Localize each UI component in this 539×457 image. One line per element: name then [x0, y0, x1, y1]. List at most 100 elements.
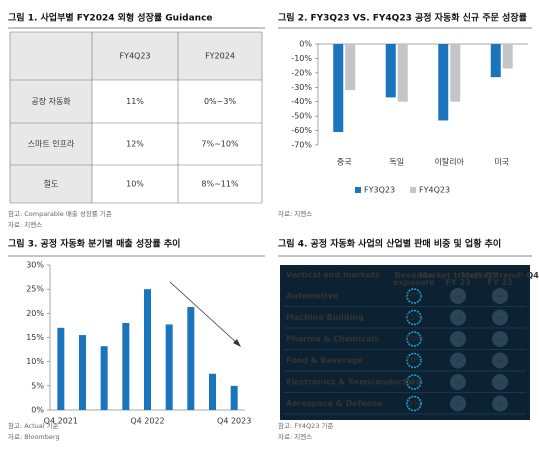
- trend-bg: [492, 352, 508, 369]
- y-tick-label: 30%: [26, 261, 44, 270]
- trend: →: [455, 292, 462, 301]
- y-tick-label: 0%: [31, 406, 44, 415]
- trend-bg: [450, 374, 466, 390]
- bar: [333, 44, 344, 133]
- bar: [122, 323, 130, 410]
- note: 자료: 지멘스: [278, 432, 312, 441]
- figure-title: 그림 4. 공정 자동화 사업의 산업별 판매 비중 및 업황 추이: [278, 238, 501, 250]
- bar: [230, 385, 238, 410]
- exposure: 10%: [405, 335, 423, 344]
- bar: [57, 327, 65, 410]
- note: 자료: 지멘스: [278, 209, 312, 218]
- y-tick-label: -10%: [291, 54, 312, 63]
- cell: 12%: [126, 140, 144, 149]
- y-tick-label: 15%: [26, 333, 44, 342]
- exposure: 10%: [405, 356, 423, 365]
- exposure: 20%: [405, 292, 423, 301]
- market-name: Pharma & Chemicals: [286, 335, 379, 344]
- x-tick-label: Q4 2023: [217, 417, 251, 426]
- column-header: Revenue exposure: [393, 271, 435, 287]
- y-tick-label: 5%: [31, 381, 44, 390]
- exposure-ring: [406, 352, 422, 369]
- trend-arrow: [169, 281, 239, 345]
- bar: [450, 44, 461, 102]
- trend-bg: [450, 352, 466, 369]
- bar: [438, 44, 449, 121]
- market-name: Food & Beverage: [286, 356, 364, 365]
- bar: [397, 44, 408, 102]
- trend: ↗: [455, 400, 462, 409]
- y-tick-label: 10%: [26, 357, 44, 366]
- chart-title: 그림 3. 공정 자동화 분기별 매출 성장률 추이: [8, 238, 180, 250]
- y-tick-label: 25%: [26, 285, 44, 294]
- chart-title: 그림 2. FY3Q23 VS. FY4Q23 공정 자동화 신규 주문 성장률: [278, 12, 527, 24]
- trend-bg: [450, 288, 466, 304]
- trend-bg: [450, 309, 466, 326]
- bar: [385, 44, 396, 98]
- market-name: Aerospace & Defense: [286, 399, 383, 408]
- trend-bg: [450, 331, 466, 347]
- cell: 11%: [126, 97, 144, 106]
- column-header: Market trend¹ Q3 FY 23: [419, 271, 497, 287]
- y-tick-label: 20%: [26, 309, 44, 318]
- trend: →: [497, 378, 504, 387]
- legend-label: FY3Q23: [364, 186, 395, 195]
- y-tick-label: -70%: [291, 141, 312, 150]
- note: 참고: FY4Q23 기준: [278, 421, 333, 430]
- y-tick-label: -50%: [291, 112, 312, 121]
- market-name: Automotive: [286, 292, 339, 301]
- trend-bg: [492, 374, 508, 390]
- trend: →: [455, 378, 462, 387]
- column-header: Vertical end markets: [286, 271, 380, 280]
- x-tick-label: Q4 2021: [44, 417, 78, 426]
- trend: ↗: [497, 400, 504, 409]
- x-tick-label: 이탈리아: [435, 157, 465, 167]
- exposure: 10%: [405, 378, 423, 387]
- exposure-ring: [406, 309, 422, 326]
- header-bg: [10, 32, 262, 80]
- legend-swatch: [410, 187, 416, 193]
- x-tick-label: Q4 2022: [130, 417, 164, 426]
- note: 참고: Comparable 매출 성장률 기준: [8, 209, 112, 218]
- note: 자료: Bloomberg: [8, 432, 60, 441]
- y-tick-label: -30%: [291, 83, 312, 92]
- trend-bg: [450, 395, 466, 412]
- cell: 10%: [126, 180, 144, 189]
- rowhead-bg: [10, 80, 92, 203]
- y-tick-label: -60%: [291, 126, 312, 135]
- note: 자료: 지멘스: [8, 220, 42, 229]
- y-tick-label: -40%: [291, 97, 312, 106]
- note: 참고: Actual 기준: [8, 421, 59, 430]
- x-tick-label: 독일: [389, 158, 404, 167]
- exposure: 15%: [405, 313, 423, 322]
- bar: [187, 307, 195, 410]
- column-header: FY4Q23: [119, 52, 150, 61]
- bar: [345, 44, 356, 91]
- market-name: Electronics & Semiconductors: [286, 378, 421, 387]
- cell: 철도: [44, 179, 59, 189]
- trend-bg: [492, 395, 508, 412]
- trend: →: [455, 335, 462, 344]
- x-tick-label: 미국: [494, 158, 509, 167]
- trend-bg: [492, 331, 508, 347]
- cell: 7%~10%: [201, 140, 239, 149]
- exposure-ring: [406, 395, 422, 412]
- x-tick-label: 중국: [337, 158, 352, 167]
- bar: [165, 324, 173, 410]
- cell: 공장 자동화: [31, 96, 71, 106]
- column-header: FY2024: [205, 52, 235, 61]
- exposure-ring: [406, 374, 422, 390]
- column-header: Market trend¹ Q4 FY 23: [461, 271, 539, 287]
- panel: [280, 265, 530, 420]
- bar: [502, 44, 513, 69]
- bar: [209, 373, 216, 410]
- trend: ↗: [455, 357, 462, 366]
- bar: [144, 289, 151, 410]
- figure-title: 그림 1. 사업부별 FY2024 외형 성장률 Guidance: [8, 12, 213, 24]
- trend: →: [497, 357, 504, 366]
- exposure-ring: [406, 288, 422, 304]
- y-tick-label: -20%: [291, 68, 312, 77]
- trend: →: [455, 314, 462, 323]
- trend-bg: [492, 309, 508, 326]
